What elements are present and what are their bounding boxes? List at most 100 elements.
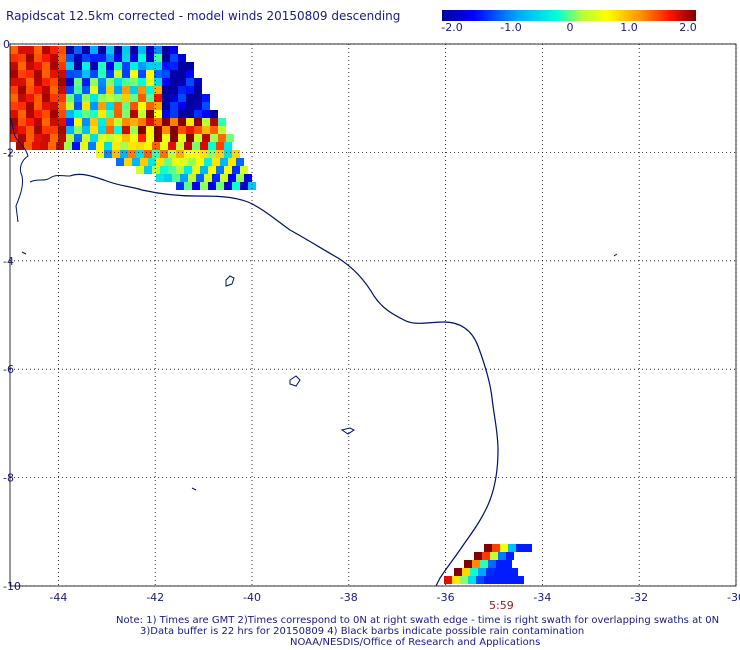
wind-cell: [188, 158, 196, 166]
wind-cell: [74, 70, 82, 78]
wind-cell: [200, 142, 208, 150]
wind-cell: [50, 62, 58, 70]
wind-cell: [226, 134, 234, 142]
x-tick-label: -32: [630, 591, 648, 604]
wind-cell: [10, 54, 18, 62]
x-tick-label: -42: [146, 591, 164, 604]
wind-cell: [146, 62, 154, 70]
wind-cell: [192, 182, 200, 190]
wind-cell: [194, 78, 202, 86]
wind-cell: [460, 576, 468, 584]
wind-cell: [50, 54, 58, 62]
wind-cell: [116, 158, 124, 166]
wind-cell: [186, 62, 194, 70]
wind-cell: [138, 102, 146, 110]
wind-cell: [106, 54, 114, 62]
wind-cell: [82, 62, 90, 70]
wind-cell: [98, 102, 106, 110]
wind-cell: [42, 126, 50, 134]
wind-cell: [66, 126, 74, 134]
wind-cell: [186, 134, 194, 142]
wind-cell: [72, 142, 80, 150]
wind-cell: [492, 544, 500, 552]
wind-cell: [154, 54, 162, 62]
wind-cell: [184, 166, 192, 174]
wind-cell: [186, 70, 194, 78]
wind-cell: [66, 46, 74, 54]
wind-cell: [186, 86, 194, 94]
wind-cell: [210, 126, 218, 134]
wind-cell: [176, 142, 184, 150]
wind-cell: [516, 576, 524, 584]
wind-cell: [194, 134, 202, 142]
wind-cell: [136, 150, 144, 158]
wind-cell: [178, 94, 186, 102]
wind-cell: [42, 78, 50, 86]
wind-cell: [98, 54, 106, 62]
wind-cell: [98, 134, 106, 142]
wind-cell: [34, 126, 42, 134]
wind-cell: [204, 174, 212, 182]
wind-cell: [122, 78, 130, 86]
wind-cell: [224, 166, 232, 174]
wind-cell: [104, 150, 112, 158]
wind-cell: [200, 166, 208, 174]
wind-cell: [90, 102, 98, 110]
wind-cell: [114, 70, 122, 78]
wind-cell: [232, 182, 240, 190]
wind-cell: [160, 142, 168, 150]
wind-cell: [106, 78, 114, 86]
wind-cell: [162, 134, 170, 142]
wind-cell: [194, 86, 202, 94]
wind-cell: [82, 86, 90, 94]
wind-cell: [66, 62, 74, 70]
wind-cell: [152, 166, 160, 174]
wind-cell: [216, 142, 224, 150]
wind-cell: [500, 544, 508, 552]
axis-ticks: -44 -42 -40 -38 -36 -34 -32 -30 0 -2 -4 -6 -8 -10: [3, 38, 740, 604]
wind-cell: [34, 118, 42, 126]
wind-cell: [232, 166, 240, 174]
wind-cell: [50, 126, 58, 134]
wind-cell: [122, 94, 130, 102]
y-tick-label: 0: [3, 38, 10, 51]
wind-cell: [224, 182, 232, 190]
wind-cell: [26, 110, 34, 118]
wind-cell: [58, 86, 66, 94]
wind-cell: [90, 126, 98, 134]
wind-cell: [122, 86, 130, 94]
wind-cell: [202, 126, 210, 134]
wind-cell: [476, 576, 484, 584]
wind-cell: [478, 568, 486, 576]
wind-cell: [114, 78, 122, 86]
wind-cell: [178, 62, 186, 70]
wind-cell: [42, 86, 50, 94]
wind-cell: [162, 110, 170, 118]
wind-cell: [184, 142, 192, 150]
wind-cell: [146, 46, 154, 54]
wind-cell: [112, 142, 120, 150]
wind-cell: [10, 118, 18, 126]
wind-cell: [138, 86, 146, 94]
wind-cell: [122, 134, 130, 142]
wind-cell: [144, 166, 152, 174]
wind-cell: [188, 174, 196, 182]
wind-cell: [34, 86, 42, 94]
x-tick-label: -44: [49, 591, 67, 604]
wind-cell: [216, 182, 224, 190]
wind-cell: [154, 62, 162, 70]
wind-cell: [42, 134, 50, 142]
wind-cell: [170, 78, 178, 86]
wind-cell: [26, 70, 34, 78]
note-line-2: 3)Data buffer is 22 hrs for 20150809 4) …: [140, 626, 585, 637]
wind-cell: [192, 166, 200, 174]
wind-cell: [18, 94, 26, 102]
wind-cell: [114, 118, 122, 126]
wind-cell: [178, 102, 186, 110]
wind-cell: [50, 86, 58, 94]
wind-cell: [154, 110, 162, 118]
wind-cell: [138, 134, 146, 142]
wind-cell: [156, 174, 164, 182]
wind-cell: [130, 134, 138, 142]
